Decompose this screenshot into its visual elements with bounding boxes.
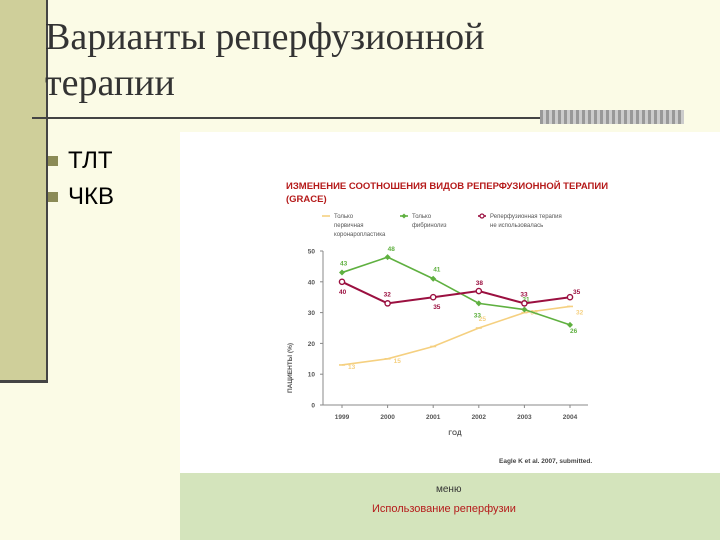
series-no-reperfusion-point [338,278,346,286]
side-decoration-bar [0,0,48,382]
series-primary-pci-data-label: 13 [348,364,356,371]
series-primary-pci-data-label: 15 [394,358,402,365]
x-tick-label: 2004 [563,414,578,421]
x-tick-label: 2000 [380,414,395,421]
series-no-reperfusion-point [475,287,483,295]
chart-title-line1: ИЗМЕНЕНИЕ СООТНОШЕНИЯ ВИДОВ РЕПЕРФУЗИОНН… [286,180,608,192]
line-chart: ИЗМЕНЕНИЕ СООТНОШЕНИЯ ВИДОВ РЕПЕРФУЗИОНН… [286,180,608,465]
legend-label: Реперфузионная терапия [490,214,562,220]
chart-title-line2: (GRACE) [286,194,327,205]
chart-panel [180,132,720,540]
title-underline [32,117,682,119]
legend-label: фибринолиз [412,223,447,229]
series-fibrinolysis-point [475,300,482,307]
chart-source: Eagle K et al. 2007, submitted. [499,458,592,465]
legend-label: Только [334,214,354,220]
series-fibrinolysis-data-label: 41 [433,267,441,274]
bullet-item: ЧКВ [48,179,114,215]
series-no-reperfusion-point [429,293,437,301]
caption-band [180,473,720,540]
y-tick-label: 20 [308,341,316,348]
series-fibrinolysis-line [341,256,571,326]
series-fibrinolysis-point [384,254,391,261]
y-tick-label: 30 [308,310,316,317]
series-fibrinolysis-data-label: 48 [388,246,396,253]
legend-label: не использовалась [490,223,543,229]
x-tick-label: 2003 [517,414,532,421]
series-no-reperfusion-point [521,300,528,307]
slide-title: Варианты реперфузионной терапии [45,14,565,106]
slide-title-line1: Варианты реперфузионной [45,16,485,58]
series-fibrinolysis-point [339,269,345,276]
side-decoration-line [0,380,48,383]
legend-label: коронаропластика [334,232,386,238]
series-fibrinolysis-data-label: 43 [340,261,348,268]
series-fibrinolysis-point [521,306,528,313]
title-rule-pattern [540,110,684,124]
chart-caption: Использование реперфузии [372,503,516,515]
series-primary-pci-data-label: 25 [479,316,487,323]
x-tick-label: 1999 [335,414,350,421]
series-no-reperfusion-data-label: 33 [520,291,528,298]
series-no-reperfusion-line [341,280,571,305]
series-primary-pci-data-label: 32 [576,309,584,316]
series-no-reperfusion-data-label: 35 [573,289,581,296]
legend-label: первичная [334,223,364,229]
y-axis-label: ПАЦИЕНТЫ (%) [287,343,294,393]
x-tick-label: 2002 [472,414,487,421]
bullet-text: ЧКВ [68,183,114,210]
series-fibrinolysis-data-label: 33 [474,312,482,319]
series-no-reperfusion-data-label: 38 [476,280,484,287]
y-tick-label: 0 [311,403,315,410]
bullet-square-icon [48,156,58,166]
x-tick-label: 2001 [426,414,441,421]
bullet-text: ТЛТ [68,147,113,174]
series-no-reperfusion-data-label: 32 [384,291,392,298]
bullet-list: ТЛТ ЧКВ [48,143,114,215]
slide-title-line2: терапии [45,62,175,104]
series-fibrinolysis-point [567,321,573,328]
series-no-reperfusion-data-label: 40 [339,289,347,296]
bullet-item: ТЛТ [48,143,114,179]
menu-link[interactable]: меню [436,484,462,495]
legend-marker [401,213,407,219]
bullet-square-icon [48,192,58,202]
legend-marker [479,213,485,219]
plot-area: 0 10 20 30 40 50 1999 2000 2001 2002 2003 2004 13 15 2… [308,213,588,421]
series-fibrinolysis-data-label: 26 [570,328,578,335]
x-axis-label: ГОД [448,430,462,437]
y-tick-label: 40 [308,279,316,286]
y-tick-label: 50 [308,249,316,256]
y-tick-label: 10 [308,372,316,379]
legend-label: Только [412,214,432,220]
series-no-reperfusion-point [566,293,574,301]
series-fibrinolysis-data-label: 31 [522,297,530,304]
series-fibrinolysis-point [430,275,437,282]
series-no-reperfusion-data-label: 35 [433,304,441,311]
series-no-reperfusion-point [384,300,391,307]
